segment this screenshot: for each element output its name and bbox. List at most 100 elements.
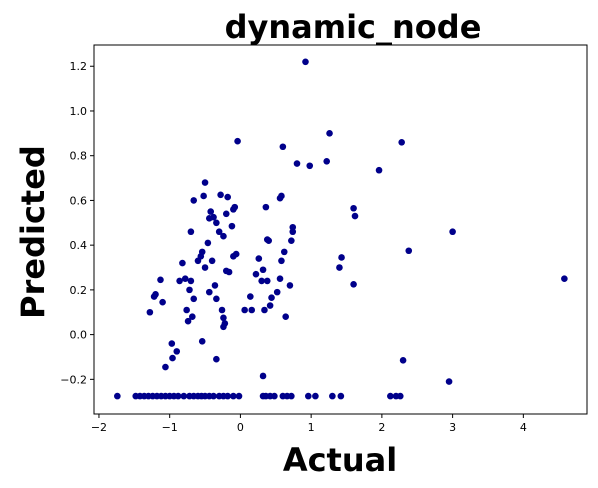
data-point <box>207 208 215 215</box>
data-point <box>259 372 267 380</box>
data-point <box>190 197 198 204</box>
data-point <box>220 314 227 322</box>
data-point <box>323 157 331 165</box>
data-point <box>174 392 182 400</box>
data-point <box>189 313 196 321</box>
y-tick-label: 0.6 <box>70 194 88 207</box>
data-point <box>222 210 230 218</box>
data-point <box>187 277 195 285</box>
data-point <box>213 295 220 303</box>
data-point <box>201 179 209 186</box>
data-point <box>225 268 233 276</box>
data-point <box>184 317 192 325</box>
data-point <box>157 276 164 284</box>
data-point <box>232 250 240 258</box>
plot-area-frame <box>93 44 588 415</box>
x-tick-label: 1 <box>308 421 315 434</box>
data-point <box>186 286 193 294</box>
data-point <box>215 228 223 236</box>
data-point <box>278 192 285 200</box>
data-point <box>201 264 209 271</box>
data-point <box>210 392 217 400</box>
data-point <box>200 192 207 200</box>
data-point <box>183 306 190 314</box>
data-point <box>289 223 297 231</box>
data-point <box>387 392 394 400</box>
data-point <box>218 306 226 314</box>
data-point <box>169 354 176 362</box>
data-point <box>211 282 219 289</box>
data-point <box>261 306 268 314</box>
y-axis-label: Predicted <box>14 145 52 319</box>
data-point <box>350 280 357 288</box>
y-tick-label: 1.2 <box>70 60 88 73</box>
data-point <box>234 137 241 145</box>
data-point <box>114 392 121 400</box>
data-point <box>271 392 278 400</box>
chart-title: dynamic_node <box>225 8 482 46</box>
data-point <box>286 282 294 289</box>
data-point <box>213 219 220 227</box>
data-point <box>180 392 188 400</box>
x-tick-label: −1 <box>162 421 178 434</box>
data-point <box>241 306 248 314</box>
data-point <box>221 320 229 327</box>
data-point <box>152 291 159 298</box>
x-tick-label: 0 <box>237 421 244 434</box>
data-point <box>217 191 224 199</box>
x-tick-label: −2 <box>91 421 107 434</box>
data-point <box>220 232 227 240</box>
data-point <box>396 392 404 400</box>
data-point <box>252 270 260 278</box>
data-point <box>337 392 345 400</box>
data-point <box>351 212 359 220</box>
data-point <box>162 363 169 371</box>
data-point <box>302 58 309 66</box>
data-point <box>224 193 231 201</box>
data-point <box>176 277 183 285</box>
data-point <box>273 288 281 296</box>
y-tick-label: 0.2 <box>70 284 88 297</box>
data-point <box>561 275 568 283</box>
data-point <box>173 348 181 355</box>
data-point <box>276 275 284 283</box>
data-point <box>187 228 195 236</box>
data-point <box>204 239 212 247</box>
y-tick-label: 1.0 <box>70 105 88 118</box>
data-point <box>255 255 263 262</box>
data-point <box>247 293 254 300</box>
data-point <box>181 275 189 283</box>
data-point <box>280 248 288 256</box>
y-tick-label: 0.8 <box>70 150 88 163</box>
data-point <box>190 295 198 303</box>
data-point <box>205 288 213 296</box>
y-tick-label: 0.4 <box>70 239 88 252</box>
data-point <box>208 257 216 265</box>
data-point <box>449 228 456 236</box>
data-point <box>350 204 357 212</box>
data-point <box>375 166 383 174</box>
y-tick-label: −0.2 <box>60 373 87 386</box>
data-point <box>338 254 345 261</box>
data-point <box>266 302 274 309</box>
data-point <box>326 130 333 137</box>
data-point <box>399 357 407 364</box>
x-tick-label: 3 <box>449 421 456 434</box>
data-point <box>168 340 176 347</box>
data-point <box>265 237 273 244</box>
data-point <box>293 160 301 167</box>
data-point <box>288 392 295 400</box>
data-point <box>305 392 312 400</box>
data-point <box>329 392 336 400</box>
data-point <box>230 392 237 400</box>
data-point <box>312 392 319 400</box>
data-point <box>224 392 231 400</box>
data-point <box>179 259 186 267</box>
data-point <box>198 248 206 256</box>
data-point <box>146 308 154 316</box>
data-point <box>259 266 267 274</box>
data-point <box>198 338 206 345</box>
y-tick-label: 0.0 <box>70 329 88 342</box>
data-point <box>213 355 220 363</box>
